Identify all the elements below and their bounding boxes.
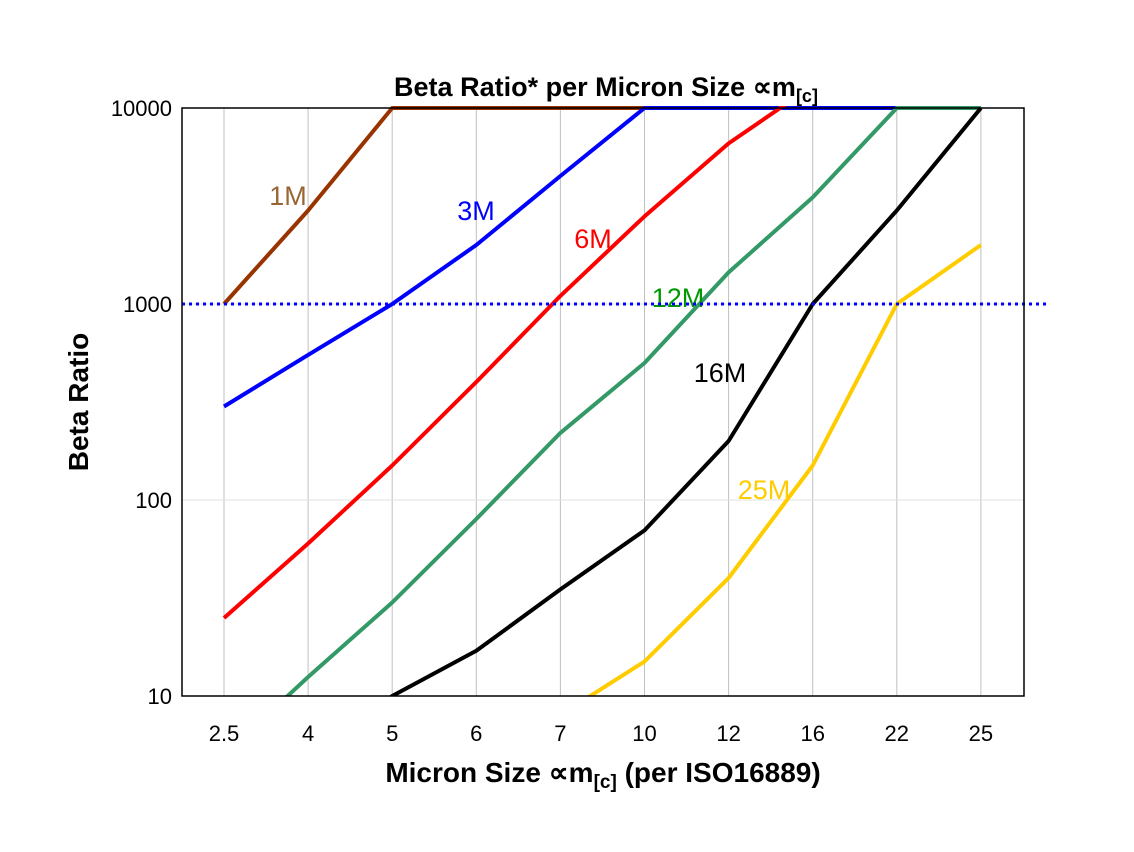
x-tick-label: 7 [554, 721, 566, 746]
x-tick-label: 22 [885, 721, 909, 746]
plot-frame [181, 107, 1025, 697]
x-tick-label: 25 [969, 721, 993, 746]
series-label-25M: 25M [738, 475, 791, 505]
series-line-16M [388, 106, 983, 696]
series-label-6M: 6M [574, 224, 612, 254]
x-tick-label: 10 [632, 721, 656, 746]
grid [182, 107, 1024, 697]
series-labels: 1M 3M 6M 12M 16M 25M [269, 181, 790, 505]
series-label-1M: 1M [269, 181, 307, 211]
series-line-25M [586, 243, 983, 696]
series-line-12M [284, 106, 981, 696]
chart-title: Beta Ratio* per Micron Size ∝m[c] [394, 72, 818, 106]
series-label-3M: 3M [457, 196, 495, 226]
x-tick-label: 4 [302, 721, 314, 746]
x-tick-label: 12 [716, 721, 740, 746]
y-axis-label: Beta Ratio [63, 333, 94, 471]
x-tick-labels: 2.5 4 5 6 7 10 12 16 22 25 [209, 721, 993, 746]
series-line-6M [222, 106, 787, 620]
y-tick-label: 100 [135, 488, 172, 513]
series-lines [222, 106, 983, 696]
series-label-16M: 16M [694, 358, 747, 388]
x-tick-label: 5 [386, 721, 398, 746]
y-tick-label: 1000 [123, 292, 172, 317]
x-tick-label: 2.5 [209, 721, 240, 746]
x-tick-label: 6 [470, 721, 482, 746]
y-tick-labels: 10 100 1000 10000 [111, 96, 172, 709]
y-tick-label: 10 [148, 684, 172, 709]
x-tick-label: 16 [800, 721, 824, 746]
x-axis-label: Micron Size ∝m[c] (per ISO16889) [385, 757, 820, 793]
series-label-12M: 12M [652, 283, 705, 313]
y-tick-label: 10000 [111, 96, 172, 121]
